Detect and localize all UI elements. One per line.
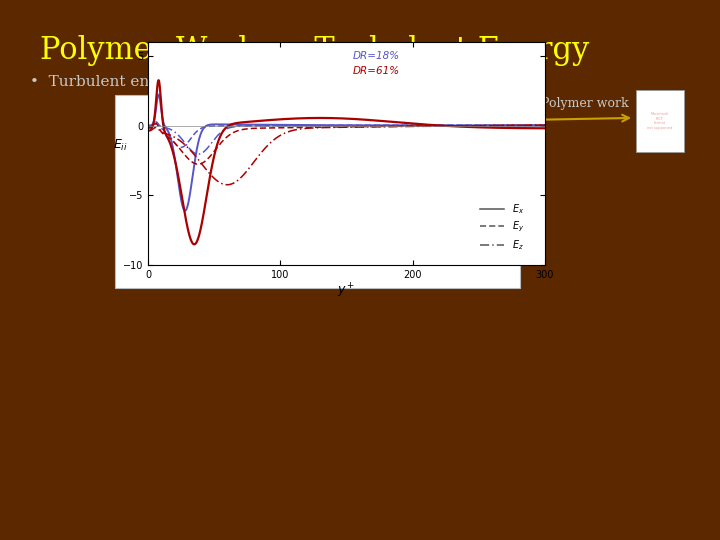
Text: Macintosh PICT
image format
is not supported: Macintosh PICT image format is not suppo… — [234, 161, 401, 221]
Y-axis label: $E_{ii}$: $E_{ii}$ — [112, 138, 127, 153]
Text: Polymer work: Polymer work — [541, 97, 629, 110]
Text: •  Turbulent energy equation (no summation on: • Turbulent energy equation (no summatio… — [30, 75, 405, 90]
Text: DR=18%: DR=18% — [353, 51, 400, 60]
Text: Polymer Work on Turbulent Energy: Polymer Work on Turbulent Energy — [40, 35, 589, 66]
X-axis label: $y^+$: $y^+$ — [337, 281, 356, 300]
Bar — [636, 90, 684, 152]
Text: i: i — [422, 75, 427, 89]
Text: Macintosh
PICT
format
not supported: Macintosh PICT format not supported — [647, 112, 672, 130]
Text: DR=61%: DR=61% — [353, 66, 400, 76]
Text: ): ) — [430, 75, 436, 89]
Legend: $E_x$, $E_y$, $E_z$: $E_x$, $E_y$, $E_z$ — [476, 198, 528, 255]
Bar — [115, 95, 520, 288]
